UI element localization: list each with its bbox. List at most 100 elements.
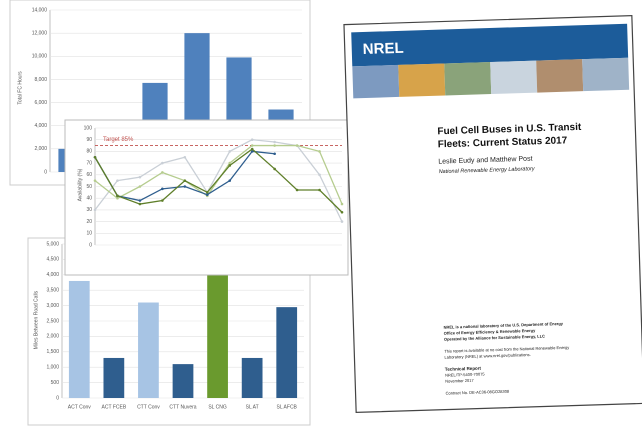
x-tick-label: SL AFCB bbox=[277, 404, 298, 410]
footer-line: Office of Energy Efficiency & Renewable … bbox=[444, 328, 536, 336]
point bbox=[318, 188, 321, 192]
point bbox=[295, 188, 299, 192]
y-tick-label: 0 bbox=[44, 169, 47, 175]
point bbox=[340, 210, 344, 214]
y-tick-label: 1,000 bbox=[46, 365, 59, 371]
point bbox=[116, 196, 119, 200]
y-tick-label: 50 bbox=[86, 184, 92, 190]
point bbox=[340, 202, 344, 206]
photo bbox=[398, 63, 446, 97]
y-tick-label: 1,500 bbox=[46, 349, 59, 355]
point bbox=[161, 161, 164, 165]
photo bbox=[536, 59, 584, 93]
point bbox=[183, 185, 187, 188]
point bbox=[318, 150, 321, 153]
logo: NREL bbox=[363, 40, 404, 58]
point bbox=[161, 187, 164, 191]
point bbox=[138, 199, 142, 202]
point bbox=[295, 144, 299, 147]
point bbox=[205, 191, 209, 194]
point bbox=[161, 171, 164, 174]
annotation: Target 85% bbox=[103, 137, 134, 143]
series-line bbox=[94, 148, 343, 213]
x-tick-label: CTT Conv bbox=[137, 404, 160, 410]
point bbox=[93, 208, 97, 212]
y-tick-label: 3,500 bbox=[46, 288, 59, 294]
y-tick-label: 80 bbox=[86, 149, 92, 155]
y-tick-label: 60 bbox=[86, 172, 92, 178]
x-tick-label: CTT Nuvera bbox=[169, 404, 196, 410]
y-axis-label: Availability (%) bbox=[77, 168, 83, 201]
report-title: Fuel Cell Buses in U.S. Transit bbox=[437, 122, 582, 138]
point bbox=[116, 179, 119, 182]
bar bbox=[241, 357, 263, 398]
y-tick-label: 0 bbox=[56, 395, 59, 401]
photo bbox=[352, 64, 400, 99]
photo-strip bbox=[352, 57, 630, 99]
y-tick-label: 4,000 bbox=[46, 272, 59, 278]
bar bbox=[68, 280, 90, 398]
point bbox=[273, 152, 276, 156]
point bbox=[161, 199, 164, 202]
footer-line: NREL is a national laboratory of the U.S… bbox=[443, 321, 563, 330]
series-line bbox=[94, 139, 343, 222]
point bbox=[318, 173, 321, 177]
point bbox=[93, 155, 97, 159]
y-tick-label: 4,000 bbox=[34, 123, 47, 129]
availability-chart: Availability (%) 0 10 20 30 40 50 60 70 80 90 100 T… bbox=[64, 119, 349, 276]
y-tick-label: 100 bbox=[84, 125, 93, 131]
x-tick-label: ACT Conv bbox=[68, 404, 91, 410]
y-axis-label: Total FC Hours bbox=[17, 71, 23, 105]
point bbox=[228, 161, 232, 165]
point bbox=[250, 144, 254, 147]
bar bbox=[276, 307, 298, 398]
y-tick-label: 70 bbox=[86, 160, 92, 166]
bar bbox=[172, 364, 194, 398]
point bbox=[250, 138, 254, 141]
x-tick-label: ACT FCEB bbox=[102, 404, 127, 410]
y-tick-label: 90 bbox=[86, 137, 92, 143]
availability-line: This report is available at no cost from… bbox=[444, 345, 569, 354]
y-tick-label: 10,000 bbox=[32, 54, 48, 60]
point bbox=[116, 194, 119, 198]
y-tick-label: 3,000 bbox=[46, 303, 59, 309]
photo bbox=[490, 60, 538, 95]
point bbox=[228, 164, 232, 167]
cover-page bbox=[343, 14, 642, 414]
y-tick-label: 20 bbox=[86, 219, 92, 225]
x-tick-label: SL AT bbox=[246, 404, 259, 410]
photo bbox=[582, 57, 630, 92]
availability-line: Laboratory (NREL) at www.nrel.gov/public… bbox=[444, 352, 530, 360]
y-tick-label: 40 bbox=[86, 196, 92, 202]
bar bbox=[103, 357, 125, 398]
point bbox=[250, 147, 254, 151]
y-tick-label: 2,500 bbox=[46, 318, 59, 324]
y-axis-label: Miles Between Road Calls bbox=[33, 290, 39, 349]
y-tick-label: 0 bbox=[89, 242, 92, 248]
report-date: November 2017 bbox=[445, 378, 474, 384]
y-tick-label: 4,500 bbox=[46, 257, 59, 263]
y-tick-label: 6,000 bbox=[34, 100, 47, 106]
y-tick-label: 8,000 bbox=[34, 77, 47, 83]
y-tick-label: 500 bbox=[51, 380, 60, 386]
point bbox=[183, 179, 187, 182]
bar bbox=[207, 253, 228, 398]
report-number: NREL/TP-5400-70075 bbox=[445, 371, 485, 377]
bar bbox=[138, 302, 159, 398]
x-tick-label: SL CNG bbox=[208, 404, 227, 410]
point bbox=[138, 175, 142, 179]
point bbox=[205, 193, 209, 196]
cover-banner bbox=[351, 23, 629, 67]
contract: Contract No. DE-AC36-08GO28308 bbox=[446, 389, 510, 396]
organization: National Renewable Energy Laboratory bbox=[439, 166, 536, 175]
y-tick-label: 30 bbox=[86, 207, 92, 213]
point bbox=[273, 140, 276, 144]
y-tick-label: 2,000 bbox=[46, 334, 59, 340]
point bbox=[183, 155, 187, 159]
authors: Leslie Eudy and Matthew Post bbox=[438, 156, 532, 166]
point bbox=[138, 202, 142, 206]
point bbox=[228, 150, 232, 153]
y-tick-label: 10 bbox=[86, 231, 92, 237]
y-tick-label: 12,000 bbox=[32, 30, 48, 36]
